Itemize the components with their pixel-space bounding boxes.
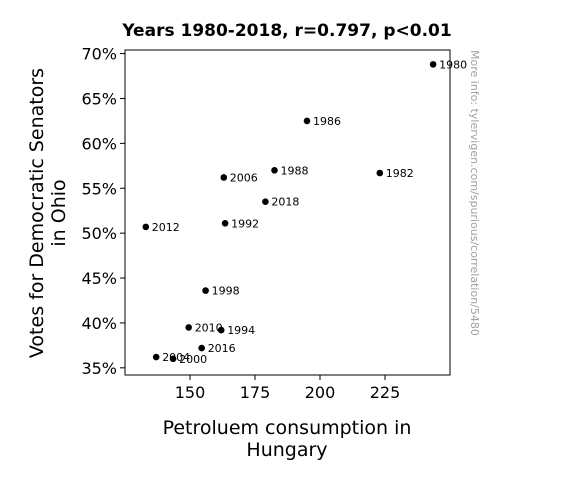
y-tick-label: 50% [81, 224, 117, 243]
data-point [262, 198, 269, 206]
data-point [217, 326, 225, 334]
data-point [271, 167, 278, 174]
data-point [220, 174, 228, 181]
x-axis-title-line-2: Hungary [246, 439, 327, 461]
data-point [152, 353, 160, 361]
data-point-label: 1982 [386, 167, 414, 180]
y-tick-label: 60% [81, 134, 117, 153]
data-point [185, 324, 192, 331]
chart-title: Years 1980-2018, r=0.797, p<0.01 [121, 21, 451, 41]
y-axis-title-line-1: Votes for Democratic Senators [26, 68, 48, 358]
y-tick-label: 45% [81, 269, 117, 288]
data-point-label: 2012 [152, 221, 180, 234]
y-tick-label: 65% [81, 89, 117, 108]
data-point-label: 2016 [208, 342, 236, 355]
data-point-label: 1998 [212, 285, 240, 298]
y-axis-title-line-2: in Ohio [48, 179, 70, 246]
data-point [198, 344, 205, 352]
data-point-label: 1994 [227, 324, 255, 337]
data-point-label: 2000 [179, 353, 207, 366]
data-point-label: 1988 [281, 164, 309, 177]
y-tick-label: 40% [81, 314, 117, 333]
x-axis-title-line-1: Petroluem consumption in [163, 417, 412, 439]
data-point-label: 1986 [313, 115, 341, 128]
x-tick-label: 225 [370, 383, 401, 402]
data-point-label: 2010 [195, 321, 223, 334]
x-tick-label: 175 [240, 383, 271, 402]
x-tick-label: 150 [175, 383, 206, 402]
data-point [429, 61, 437, 68]
data-point-label: 2004 [162, 351, 190, 364]
data-point-label: 2006 [230, 171, 258, 184]
data-point [142, 223, 150, 231]
plot-area [124, 49, 451, 376]
data-point-label: 2018 [271, 196, 299, 209]
y-tick-label: 70% [81, 45, 117, 64]
data-point [202, 287, 209, 294]
data-point [376, 169, 384, 177]
watermark-text: More info: tylervigen.com/spurious/corre… [468, 50, 481, 336]
data-point-label: 1992 [231, 217, 259, 230]
data-point-label: 1980 [439, 58, 467, 71]
y-tick-label: 35% [81, 359, 117, 378]
x-axis: 150 175 200 225 [175, 375, 401, 402]
x-tick-label: 200 [305, 383, 336, 402]
data-point [221, 219, 229, 227]
data-point [303, 117, 311, 125]
y-tick-label: 55% [81, 179, 117, 198]
y-axis: 35% 40% 45% 50% 55% 60% 65% 70% [81, 45, 125, 378]
data-point [169, 355, 177, 363]
